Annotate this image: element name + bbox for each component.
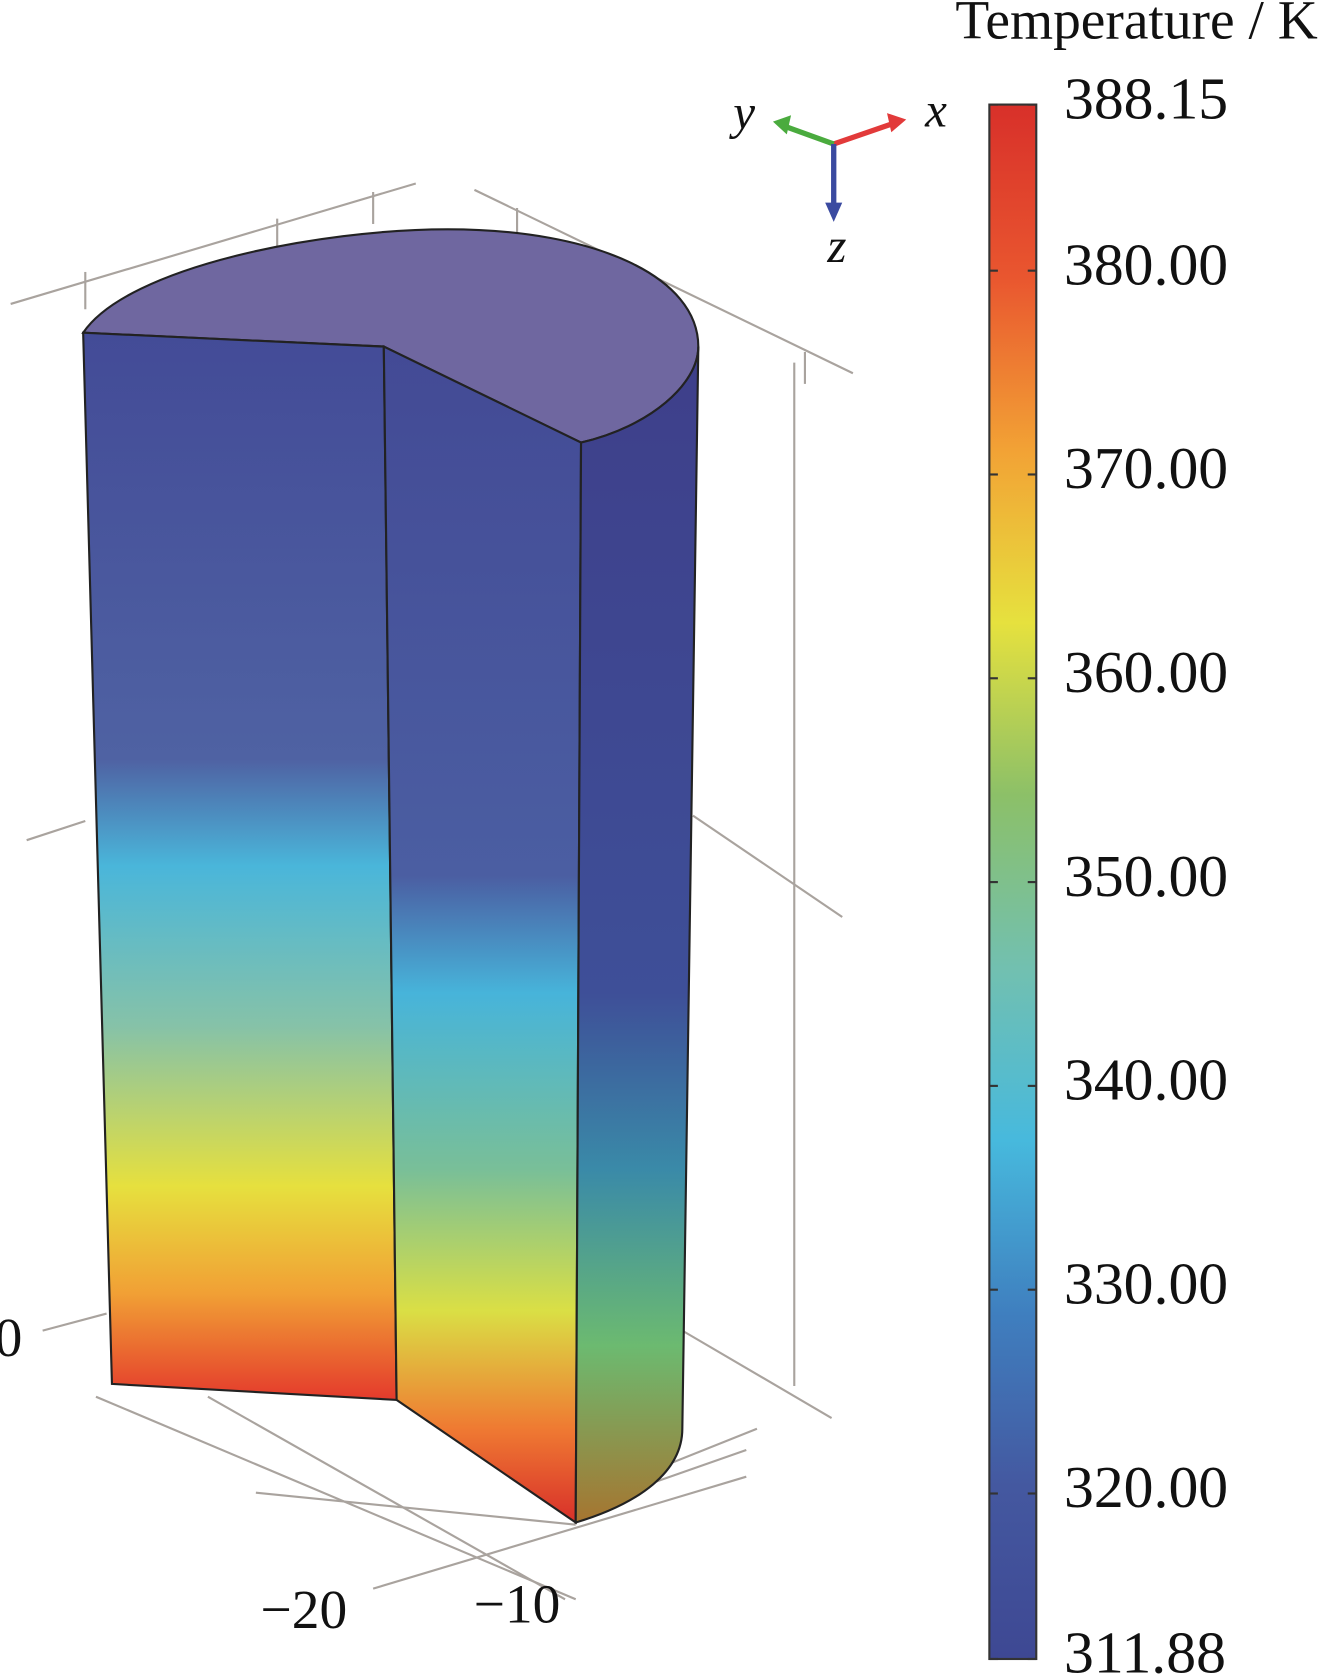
y-tick-label: 340.00 bbox=[1064, 1047, 1228, 1113]
y-tick-label: 370.00 bbox=[1064, 435, 1228, 501]
y-tick-label: 320.00 bbox=[1064, 1454, 1228, 1520]
axis-label: z bbox=[826, 218, 846, 273]
cylinder bbox=[81, 228, 700, 1525]
cut-face bbox=[82, 331, 398, 1402]
grid-label: 0 bbox=[0, 1307, 22, 1368]
grid-label: −20 bbox=[261, 1579, 348, 1640]
axis-label: x bbox=[924, 82, 947, 137]
y-tick-label: 380.00 bbox=[1064, 231, 1228, 297]
y-tick-label: 311.88 bbox=[1064, 1620, 1226, 1674]
axis-label: y bbox=[728, 85, 755, 140]
cut-face bbox=[382, 344, 583, 1525]
y-tick-label: 350.00 bbox=[1064, 843, 1228, 909]
colorbar-title: Temperature / K bbox=[955, 0, 1317, 50]
side-face bbox=[574, 346, 700, 1524]
grid-label: −10 bbox=[474, 1574, 561, 1635]
y-tick-label: 388.15 bbox=[1064, 65, 1228, 131]
y-tick-label: 360.00 bbox=[1064, 639, 1228, 705]
axis-triad bbox=[772, 113, 907, 222]
grid-3d bbox=[10, 182, 854, 1601]
y-tick-label: 330.00 bbox=[1064, 1250, 1228, 1316]
